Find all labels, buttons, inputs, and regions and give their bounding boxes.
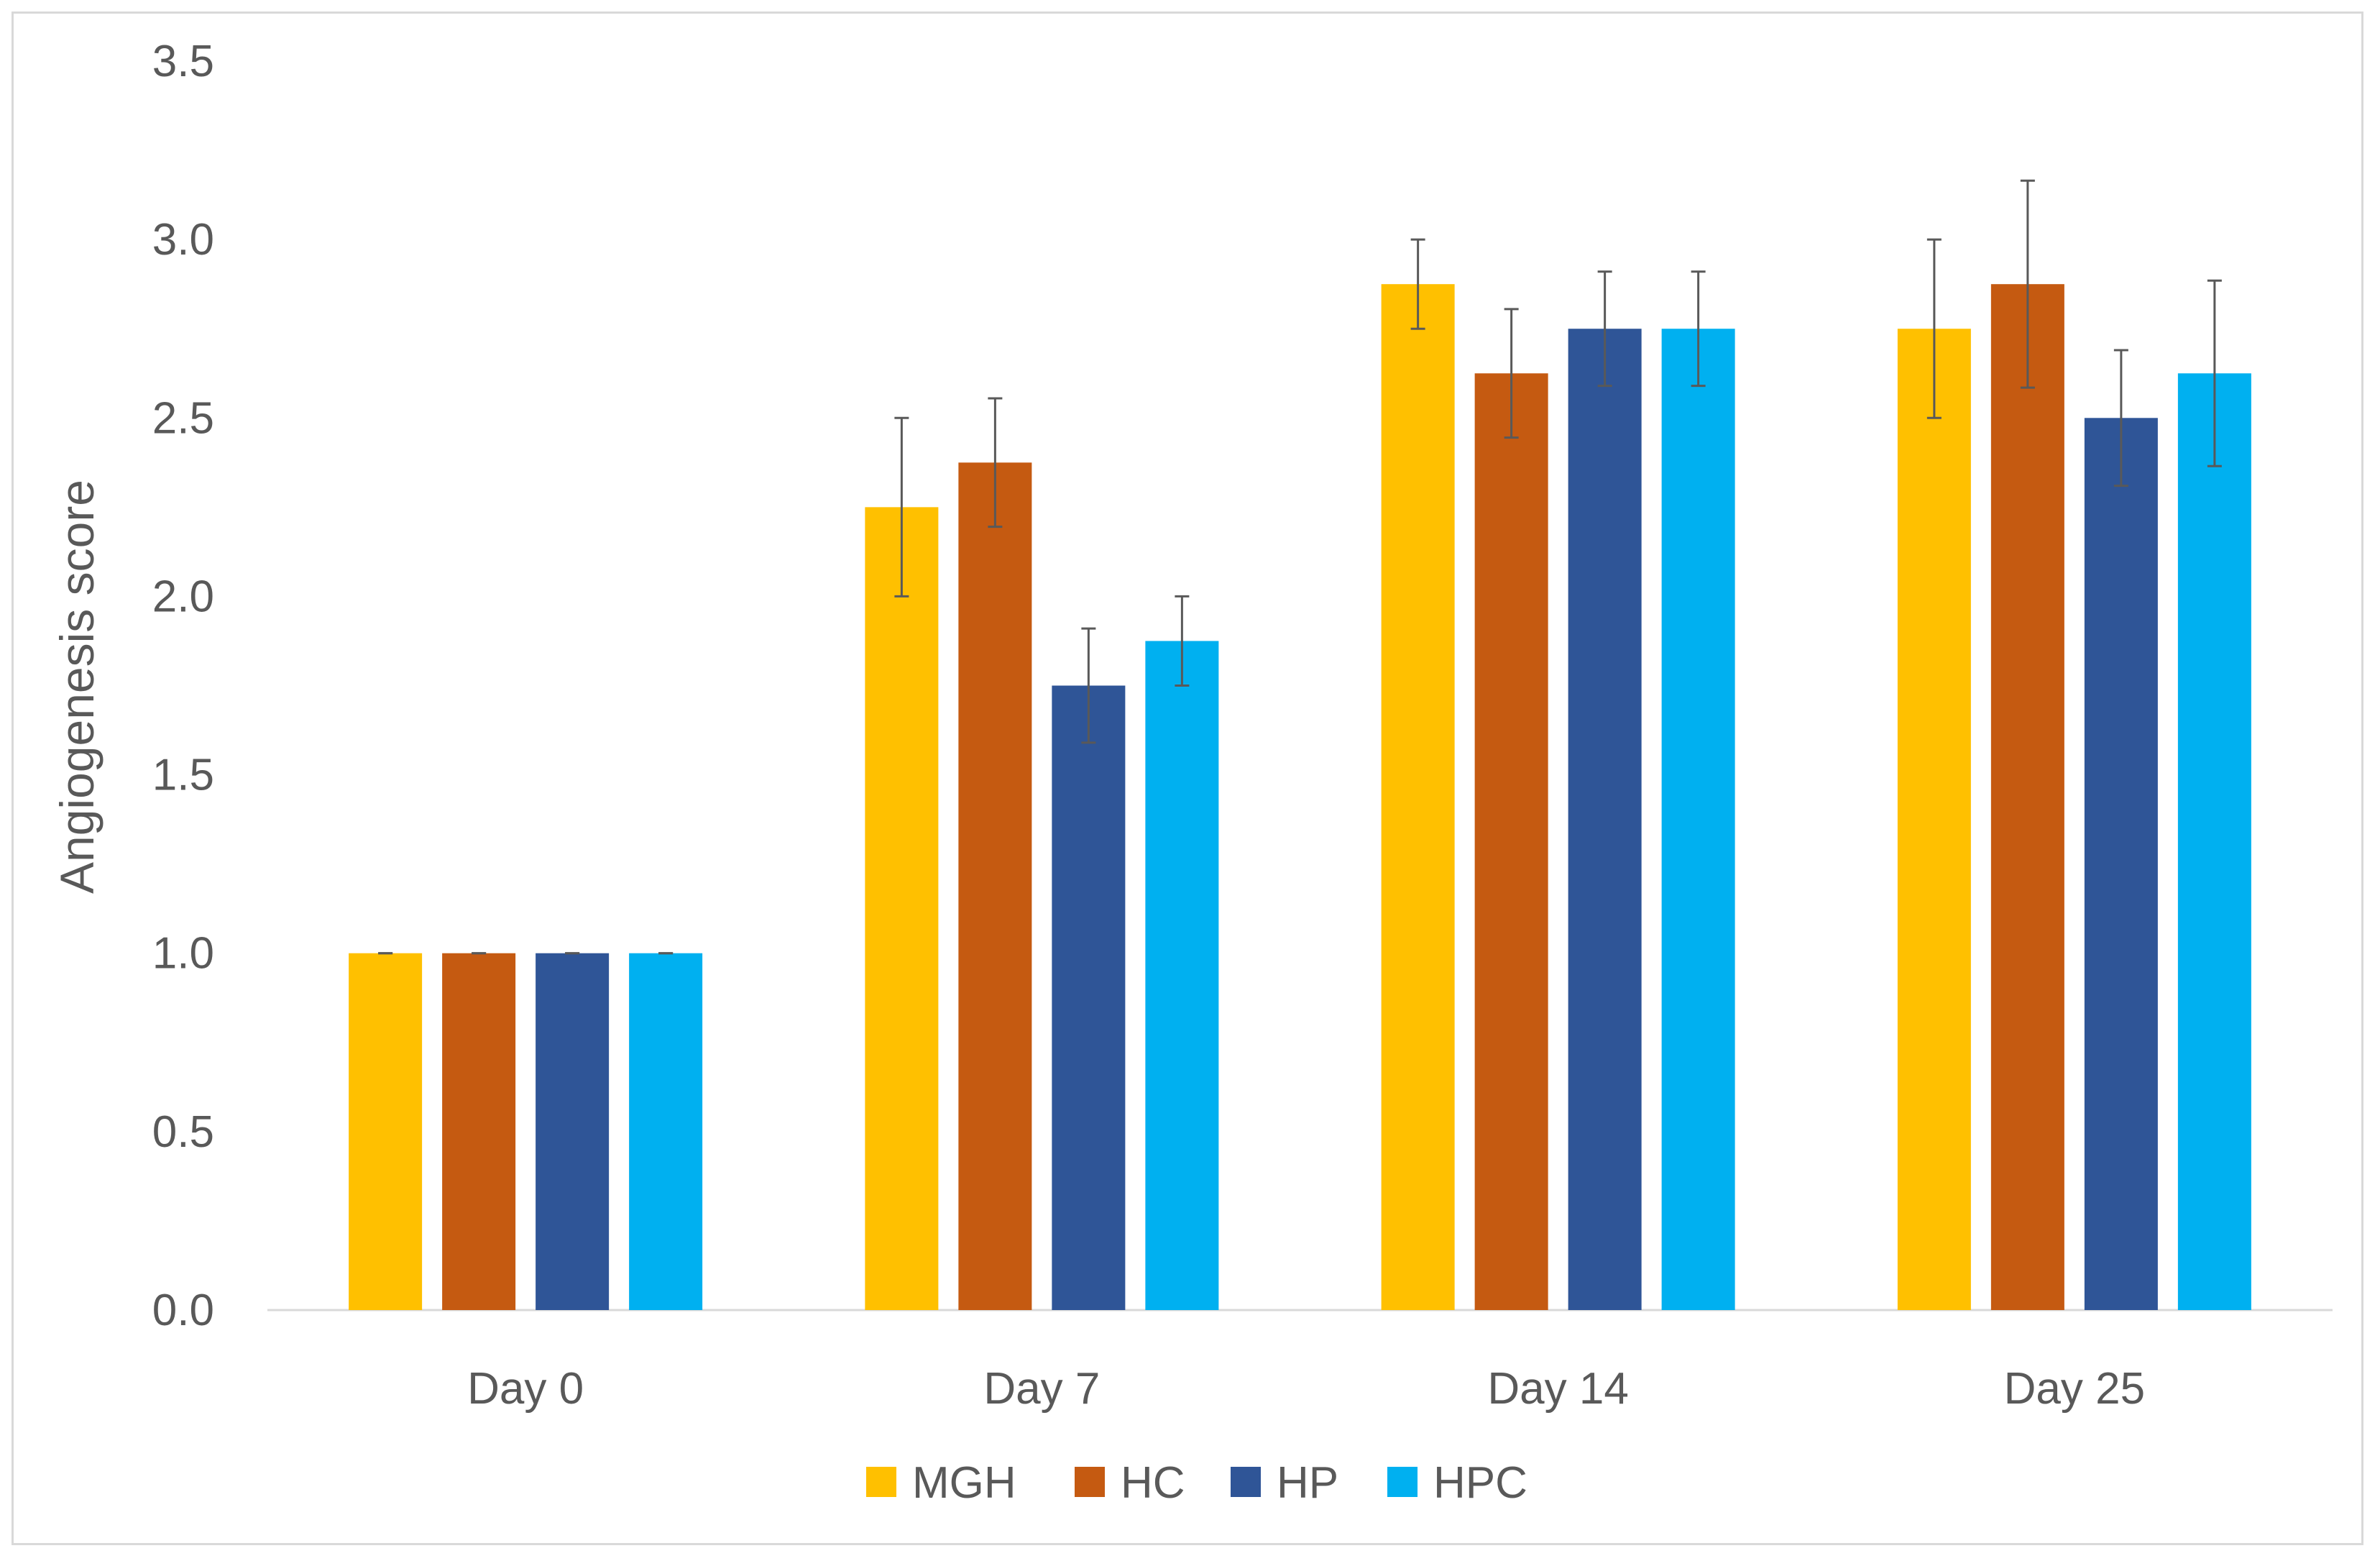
y-tick-label: 2.0	[152, 572, 214, 621]
y-axis-title: Angiogenesis score	[50, 480, 104, 894]
y-tick-label: 3.5	[152, 37, 214, 86]
bar-hp-day-14	[1568, 329, 1642, 1310]
y-tick-label: 0.0	[152, 1286, 214, 1335]
bars-group	[349, 284, 2251, 1311]
y-tick-label: 1.0	[152, 929, 214, 979]
y-axis-ticks: 0.0 0.5 1.0 1.5 2.0 2.5 3.0 3.5	[152, 37, 214, 1335]
bar-mgh-day-0	[349, 953, 423, 1310]
bar-hc-day-7	[958, 462, 1032, 1310]
legend-label-hpc: HPC	[1433, 1458, 1527, 1508]
bar-mgh-day-25	[1897, 329, 1971, 1310]
legend-swatch-hc	[1075, 1467, 1105, 1497]
y-tick-label: 3.0	[152, 215, 214, 265]
y-tick-label: 0.5	[152, 1107, 214, 1157]
legend-swatch-mgh	[866, 1467, 896, 1497]
bar-hp-day-7	[1052, 685, 1126, 1310]
x-category-label: Day 0	[467, 1364, 584, 1414]
x-axis-categories: Day 0 Day 7 Day 14 Day 25	[467, 1364, 2145, 1414]
legend-swatch-hpc	[1387, 1467, 1418, 1497]
bar-hpc-day-7	[1145, 641, 1219, 1310]
x-category-label: Day 7	[983, 1364, 1100, 1414]
legend-swatch-hp	[1231, 1467, 1261, 1497]
bar-hpc-day-25	[2177, 373, 2251, 1310]
y-tick-label: 2.5	[152, 393, 214, 443]
legend: MGH HC HP HPC	[866, 1458, 1527, 1508]
bar-mgh-day-7	[865, 507, 939, 1310]
bar-hpc-day-0	[629, 953, 703, 1310]
legend-label-hp: HP	[1277, 1458, 1338, 1508]
bar-hpc-day-14	[1661, 329, 1735, 1310]
bar-hc-day-14	[1474, 373, 1548, 1310]
x-category-label: Day 25	[2004, 1364, 2145, 1414]
y-tick-label: 1.5	[152, 751, 214, 800]
x-category-label: Day 14	[1487, 1364, 1628, 1414]
bar-hp-day-0	[536, 953, 610, 1310]
bar-hp-day-25	[2084, 418, 2158, 1311]
bar-hc-day-0	[442, 953, 516, 1310]
bar-hc-day-25	[1990, 284, 2064, 1310]
error-bars-group	[378, 179, 2222, 955]
bar-mgh-day-14	[1381, 284, 1455, 1310]
legend-label-hc: HC	[1121, 1458, 1185, 1508]
legend-label-mgh: MGH	[912, 1458, 1016, 1508]
